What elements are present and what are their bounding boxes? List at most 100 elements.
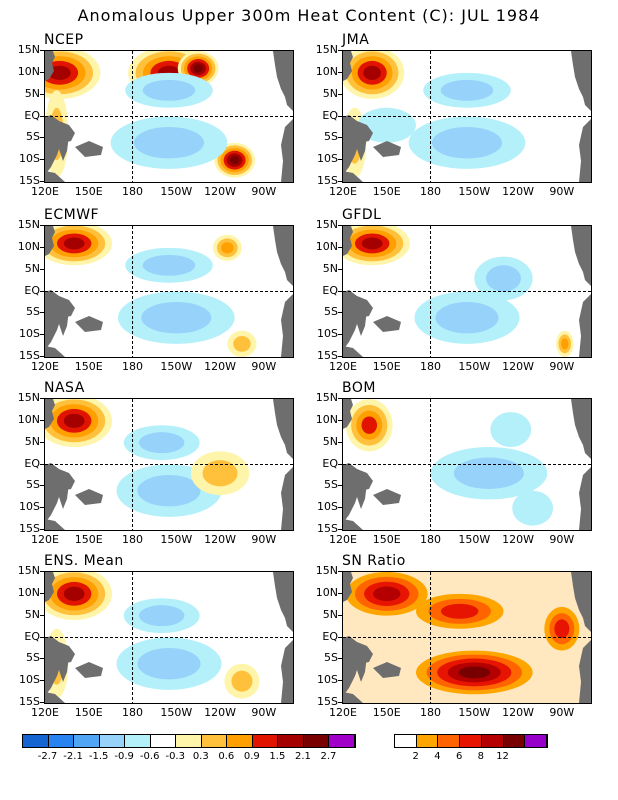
colorbar-swatch bbox=[278, 735, 304, 747]
map-svg bbox=[45, 226, 293, 357]
colorbar-swatch bbox=[201, 735, 228, 747]
y-tick bbox=[338, 592, 342, 594]
contour-fill bbox=[133, 126, 205, 159]
colorbar-swatch bbox=[74, 735, 100, 747]
y-tick bbox=[338, 268, 342, 270]
y-tick-label: 5N bbox=[322, 434, 338, 448]
y-tick bbox=[40, 636, 44, 638]
contour-fill bbox=[431, 126, 503, 159]
y-tick-label: 5N bbox=[322, 607, 338, 621]
x-tick-label: 150E bbox=[372, 533, 401, 546]
panel-title: SN Ratio bbox=[342, 553, 406, 569]
panel-ecmwf: ECMWF 15N 10N 5N EQ 5S 10S 15S 120E 150E 180 150W 12… bbox=[0, 207, 300, 387]
x-tick-label: 120E bbox=[31, 533, 59, 546]
y-tick-label: 15N bbox=[17, 564, 40, 577]
panel-nasa: NASA 15N 10N 5N EQ 5S 10S 15S 120E 150E 180 150W 120… bbox=[0, 380, 300, 560]
colorbar-swatch bbox=[481, 735, 504, 747]
y-tick bbox=[338, 246, 342, 248]
anomaly-colorbar-label: -0.3 bbox=[165, 751, 185, 762]
y-tick bbox=[40, 115, 44, 117]
y-tick bbox=[40, 71, 44, 73]
y-tick-label: 5S bbox=[324, 478, 338, 492]
colorbar-swatch bbox=[227, 735, 253, 747]
x-tick-label: 150E bbox=[74, 706, 103, 719]
land-south-america bbox=[579, 467, 591, 530]
y-tick bbox=[40, 398, 44, 399]
y-tick-label: 10S bbox=[19, 500, 40, 514]
x-tick-label: 120W bbox=[204, 706, 236, 719]
x-tick-label: 150W bbox=[160, 533, 193, 546]
y-tick bbox=[338, 702, 342, 703]
y-tick bbox=[40, 246, 44, 248]
anomaly-colorbar-label: -1.5 bbox=[88, 751, 109, 762]
sn-colorbar-label: 4 bbox=[434, 751, 441, 762]
y-tick-label: 5N bbox=[322, 86, 338, 100]
x-tick-label: 180 bbox=[420, 706, 442, 719]
colorbar-swatch bbox=[416, 735, 439, 747]
x-tick-label: 120W bbox=[502, 533, 534, 546]
y-tick bbox=[40, 702, 44, 703]
y-tick bbox=[40, 225, 44, 226]
map-plot bbox=[342, 398, 592, 531]
y-tick bbox=[338, 419, 342, 421]
x-tick-label: 120E bbox=[31, 706, 59, 719]
y-tick-label: 5S bbox=[324, 130, 338, 144]
map-plot bbox=[44, 225, 294, 358]
x-tick-label: 120E bbox=[329, 360, 357, 373]
x-tick-label: 90W bbox=[251, 533, 277, 546]
contour-fill bbox=[141, 301, 212, 334]
land-sulawesi bbox=[357, 129, 367, 161]
y-tick bbox=[40, 592, 44, 594]
y-tick bbox=[338, 571, 342, 572]
land-central-america bbox=[273, 51, 293, 111]
contour-fill bbox=[142, 79, 196, 101]
y-tick bbox=[40, 93, 44, 95]
panel-gfdl: GFDL 15N 10N 5N EQ 5S 10S 15S 120E 150E 180 150W 120… bbox=[298, 207, 598, 387]
contour-fill bbox=[193, 64, 203, 73]
y-tick bbox=[40, 463, 44, 465]
y-tick bbox=[338, 529, 342, 530]
field-contours bbox=[45, 399, 250, 517]
y-tick bbox=[40, 312, 44, 314]
x-tick-label: 150W bbox=[160, 706, 193, 719]
contour-fill bbox=[554, 619, 570, 639]
contour-fill bbox=[63, 413, 85, 428]
y-tick-label: 15S bbox=[317, 695, 338, 708]
y-tick-label: 15N bbox=[315, 391, 338, 404]
land-new-guinea bbox=[373, 141, 401, 157]
land-south-america bbox=[281, 467, 293, 530]
land-south-america bbox=[579, 640, 591, 703]
y-tick bbox=[338, 181, 342, 182]
x-tick-label: 150E bbox=[372, 185, 401, 198]
y-tick-label: 5N bbox=[24, 607, 40, 621]
y-tick bbox=[40, 614, 44, 616]
y-tick-label: 15S bbox=[317, 174, 338, 187]
y-tick-label: 10S bbox=[317, 673, 338, 687]
land-new-guinea bbox=[75, 316, 103, 332]
land-sulawesi bbox=[357, 304, 367, 336]
sn-colorbar-label: 8 bbox=[477, 751, 485, 762]
land-masses bbox=[343, 399, 591, 530]
land-australia bbox=[45, 692, 65, 703]
y-tick bbox=[338, 636, 342, 638]
land-philippines bbox=[45, 399, 55, 429]
contour-fill bbox=[361, 416, 378, 434]
land-new-guinea bbox=[75, 489, 103, 505]
map-plot bbox=[342, 225, 592, 358]
x-tick-label: 150W bbox=[160, 360, 193, 373]
y-tick-label: 10S bbox=[317, 327, 338, 341]
y-tick bbox=[40, 571, 44, 572]
land-south-america bbox=[281, 640, 293, 703]
x-tick-label: 180 bbox=[122, 533, 144, 546]
y-tick-label: 5S bbox=[26, 651, 40, 665]
land-central-america bbox=[273, 399, 293, 459]
field-contours bbox=[343, 226, 574, 357]
panel-title: NCEP bbox=[44, 32, 84, 48]
anomaly-colorbar-label: -0.6 bbox=[139, 751, 160, 762]
map-svg bbox=[343, 572, 591, 703]
panel-title: JMA bbox=[342, 32, 370, 48]
land-new-guinea bbox=[75, 662, 103, 678]
anomaly-colorbar-label: 0.6 bbox=[218, 751, 235, 762]
contour-fill bbox=[138, 605, 185, 627]
contour-fill bbox=[560, 338, 569, 350]
